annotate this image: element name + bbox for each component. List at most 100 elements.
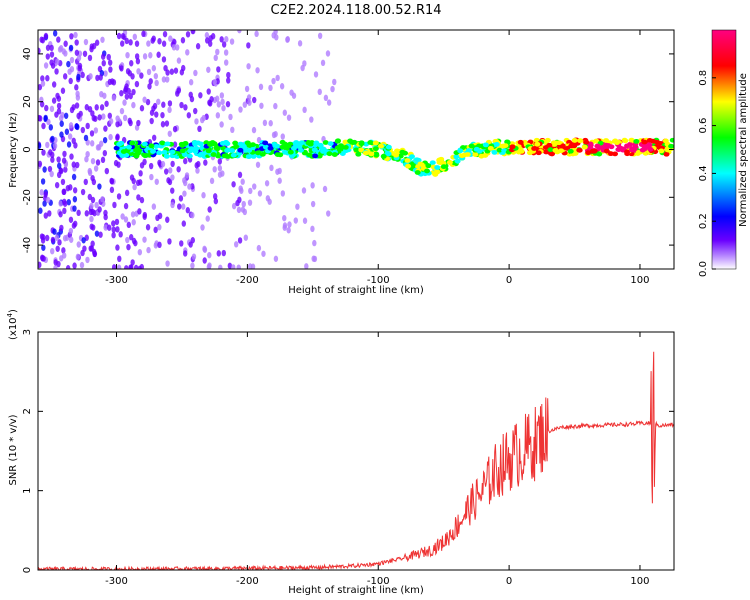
heatmap-cell — [98, 140, 104, 147]
heatmap-cell — [134, 80, 140, 88]
snr-y-multiplier-exp: 4 — [6, 312, 14, 317]
heatmap-cell — [123, 152, 130, 158]
heatmap-cell — [241, 200, 246, 208]
heatmap-cell — [187, 183, 192, 190]
heatmap-cell — [237, 147, 244, 153]
heatmap-cell — [159, 140, 166, 146]
heatmap-cell — [102, 136, 108, 144]
heatmap-cell — [198, 151, 205, 157]
heatmap-cell — [624, 149, 631, 155]
heatmap-cell — [49, 51, 55, 58]
heatmap-cell — [583, 139, 590, 145]
heatmap-cell — [226, 71, 231, 79]
heatmap-cell — [69, 56, 75, 64]
heatmap-cell — [68, 77, 73, 85]
heatmap-cell — [39, 101, 45, 108]
x-tick-label: 0 — [506, 275, 512, 286]
heatmap-cell — [233, 241, 239, 248]
heatmap-cell — [49, 105, 55, 113]
heatmap-cell — [327, 141, 334, 146]
heatmap-cell — [323, 94, 329, 102]
heatmap-cell — [183, 104, 188, 111]
heatmap-cell — [277, 177, 282, 184]
heatmap-cell — [238, 185, 243, 192]
heatmap-cell — [53, 265, 58, 269]
heatmap-cell — [52, 30, 58, 37]
heatmap-cell — [255, 67, 260, 74]
heatmap-cell — [585, 150, 592, 156]
heatmap-cell — [128, 39, 133, 46]
heatmap-cell — [181, 152, 188, 157]
heatmap-cell — [90, 224, 96, 231]
heatmap-cell — [175, 44, 180, 51]
heatmap-cell — [99, 90, 104, 98]
heatmap-cell — [41, 255, 46, 262]
heatmap-cell — [90, 208, 95, 216]
heatmap-cell — [332, 78, 337, 86]
heatmap-cell — [225, 100, 231, 108]
heatmap-cell — [65, 184, 71, 192]
heatmap-cell — [662, 138, 669, 144]
heatmap-cell — [185, 31, 191, 38]
heatmap-cell — [312, 239, 317, 247]
heatmap-cell — [47, 210, 52, 217]
heatmap-cell — [74, 84, 79, 91]
heatmap-cell — [97, 183, 102, 190]
y-tick-label: 1 — [22, 487, 33, 493]
heatmap-cell — [219, 121, 224, 128]
colorbar-tick-label: 0.2 — [698, 213, 709, 229]
heatmap-cell — [98, 231, 103, 238]
heatmap-cell — [38, 114, 42, 122]
heatmap-cell — [217, 158, 222, 165]
heatmap-cell — [129, 60, 134, 67]
heatmap-cell — [89, 140, 95, 147]
heatmap-cell — [76, 73, 81, 81]
heatmap-cell — [66, 198, 71, 206]
heatmap-cell — [74, 123, 79, 130]
heatmap-cell — [414, 170, 421, 175]
heatmap-cell — [130, 211, 136, 218]
heatmap-cell — [297, 40, 303, 47]
heatmap-cell — [285, 143, 292, 149]
heatmap-cell — [63, 166, 68, 173]
heatmap-cell — [112, 201, 117, 209]
heatmap-cell — [190, 262, 195, 269]
heatmap-cell — [621, 137, 628, 143]
heatmap-cell — [285, 36, 290, 43]
heatmap-cell — [202, 246, 208, 253]
heatmap-cell — [206, 66, 211, 73]
heatmap-cell — [56, 108, 62, 115]
heatmap-cell — [262, 140, 269, 146]
heatmap-cell — [90, 110, 95, 117]
heatmap-cell — [310, 182, 315, 189]
heatmap-cell — [61, 188, 67, 196]
heatmap-cell — [224, 36, 229, 43]
heatmap-cell — [658, 148, 665, 154]
heatmap-cell — [115, 226, 120, 233]
heatmap-cell — [153, 72, 159, 80]
heatmap-cell — [124, 93, 130, 100]
heatmap-cell — [219, 92, 225, 99]
heatmap-cell — [293, 217, 298, 224]
heatmap-cell — [271, 77, 276, 85]
heatmap-cell — [668, 143, 674, 149]
heatmap-cell — [237, 171, 243, 179]
heatmap-cell — [478, 153, 485, 159]
heatmap-cell — [106, 53, 111, 61]
heatmap-cell — [193, 145, 200, 151]
heatmap-cell — [110, 78, 115, 85]
heatmap-cell — [228, 113, 233, 121]
heatmap-cell — [102, 149, 108, 157]
heatmap-cell — [50, 156, 55, 163]
snr-series-line — [38, 351, 674, 570]
heatmap-cell — [231, 202, 237, 210]
heatmap-cell — [181, 64, 186, 72]
heatmap-cell — [236, 264, 241, 269]
heatmap-cell — [171, 44, 177, 51]
heatmap-cell — [172, 125, 178, 133]
heatmap-cell — [229, 38, 235, 45]
heatmap-cells — [38, 30, 674, 269]
heatmap-cell — [123, 216, 129, 223]
heatmap-cell — [385, 151, 392, 157]
heatmap-cell — [208, 35, 213, 42]
